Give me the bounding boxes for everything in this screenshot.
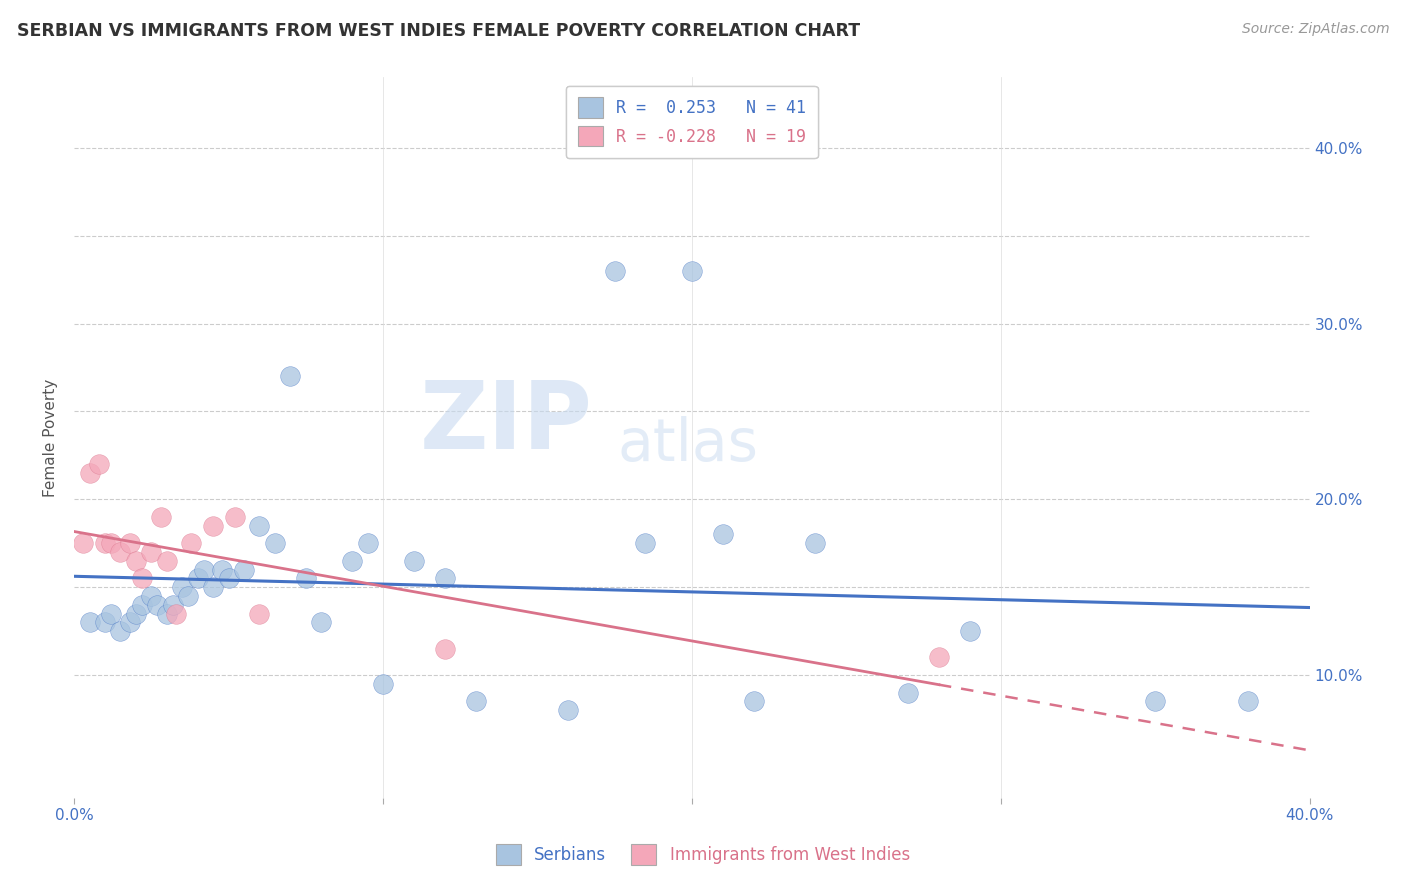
Point	[247, 607, 270, 621]
Point	[681, 264, 703, 278]
Point	[156, 607, 179, 621]
Point	[402, 554, 425, 568]
Point	[278, 369, 301, 384]
Legend: Serbians, Immigrants from West Indies: Serbians, Immigrants from West Indies	[486, 834, 920, 875]
Point	[371, 677, 394, 691]
Point	[156, 554, 179, 568]
Point	[233, 563, 256, 577]
Point	[959, 624, 981, 638]
Point	[294, 571, 316, 585]
Point	[1144, 694, 1167, 708]
Point	[711, 527, 734, 541]
Point	[263, 536, 285, 550]
Point	[202, 518, 225, 533]
Legend: R =  0.253   N = 41, R = -0.228   N = 19: R = 0.253 N = 41, R = -0.228 N = 19	[567, 86, 818, 158]
Point	[557, 703, 579, 717]
Point	[165, 607, 187, 621]
Point	[118, 615, 141, 630]
Point	[897, 685, 920, 699]
Point	[141, 545, 163, 559]
Point	[433, 641, 456, 656]
Point	[928, 650, 950, 665]
Point	[131, 598, 153, 612]
Point	[309, 615, 332, 630]
Point	[1236, 694, 1258, 708]
Point	[94, 615, 117, 630]
Text: atlas: atlas	[617, 417, 759, 474]
Text: Source: ZipAtlas.com: Source: ZipAtlas.com	[1241, 22, 1389, 37]
Point	[177, 589, 200, 603]
Point	[72, 536, 94, 550]
Point	[125, 554, 148, 568]
Point	[187, 571, 209, 585]
Point	[224, 509, 246, 524]
Point	[131, 571, 153, 585]
Point	[110, 545, 132, 559]
Point	[804, 536, 827, 550]
Point	[172, 580, 194, 594]
Point	[464, 694, 486, 708]
Point	[162, 598, 184, 612]
Point	[79, 466, 101, 480]
Point	[433, 571, 456, 585]
Text: ZIP: ZIP	[420, 377, 593, 469]
Point	[118, 536, 141, 550]
Point	[94, 536, 117, 550]
Point	[141, 589, 163, 603]
Point	[247, 518, 270, 533]
Point	[110, 624, 132, 638]
Point	[100, 607, 122, 621]
Point	[125, 607, 148, 621]
Point	[193, 563, 215, 577]
Text: SERBIAN VS IMMIGRANTS FROM WEST INDIES FEMALE POVERTY CORRELATION CHART: SERBIAN VS IMMIGRANTS FROM WEST INDIES F…	[17, 22, 860, 40]
Point	[79, 615, 101, 630]
Point	[356, 536, 378, 550]
Point	[742, 694, 765, 708]
Point	[202, 580, 225, 594]
Point	[340, 554, 363, 568]
Point	[100, 536, 122, 550]
Point	[218, 571, 240, 585]
Point	[211, 563, 233, 577]
Point	[87, 457, 110, 471]
Point	[634, 536, 657, 550]
Point	[146, 598, 169, 612]
Point	[603, 264, 626, 278]
Point	[149, 509, 172, 524]
Y-axis label: Female Poverty: Female Poverty	[44, 378, 58, 497]
Point	[180, 536, 202, 550]
